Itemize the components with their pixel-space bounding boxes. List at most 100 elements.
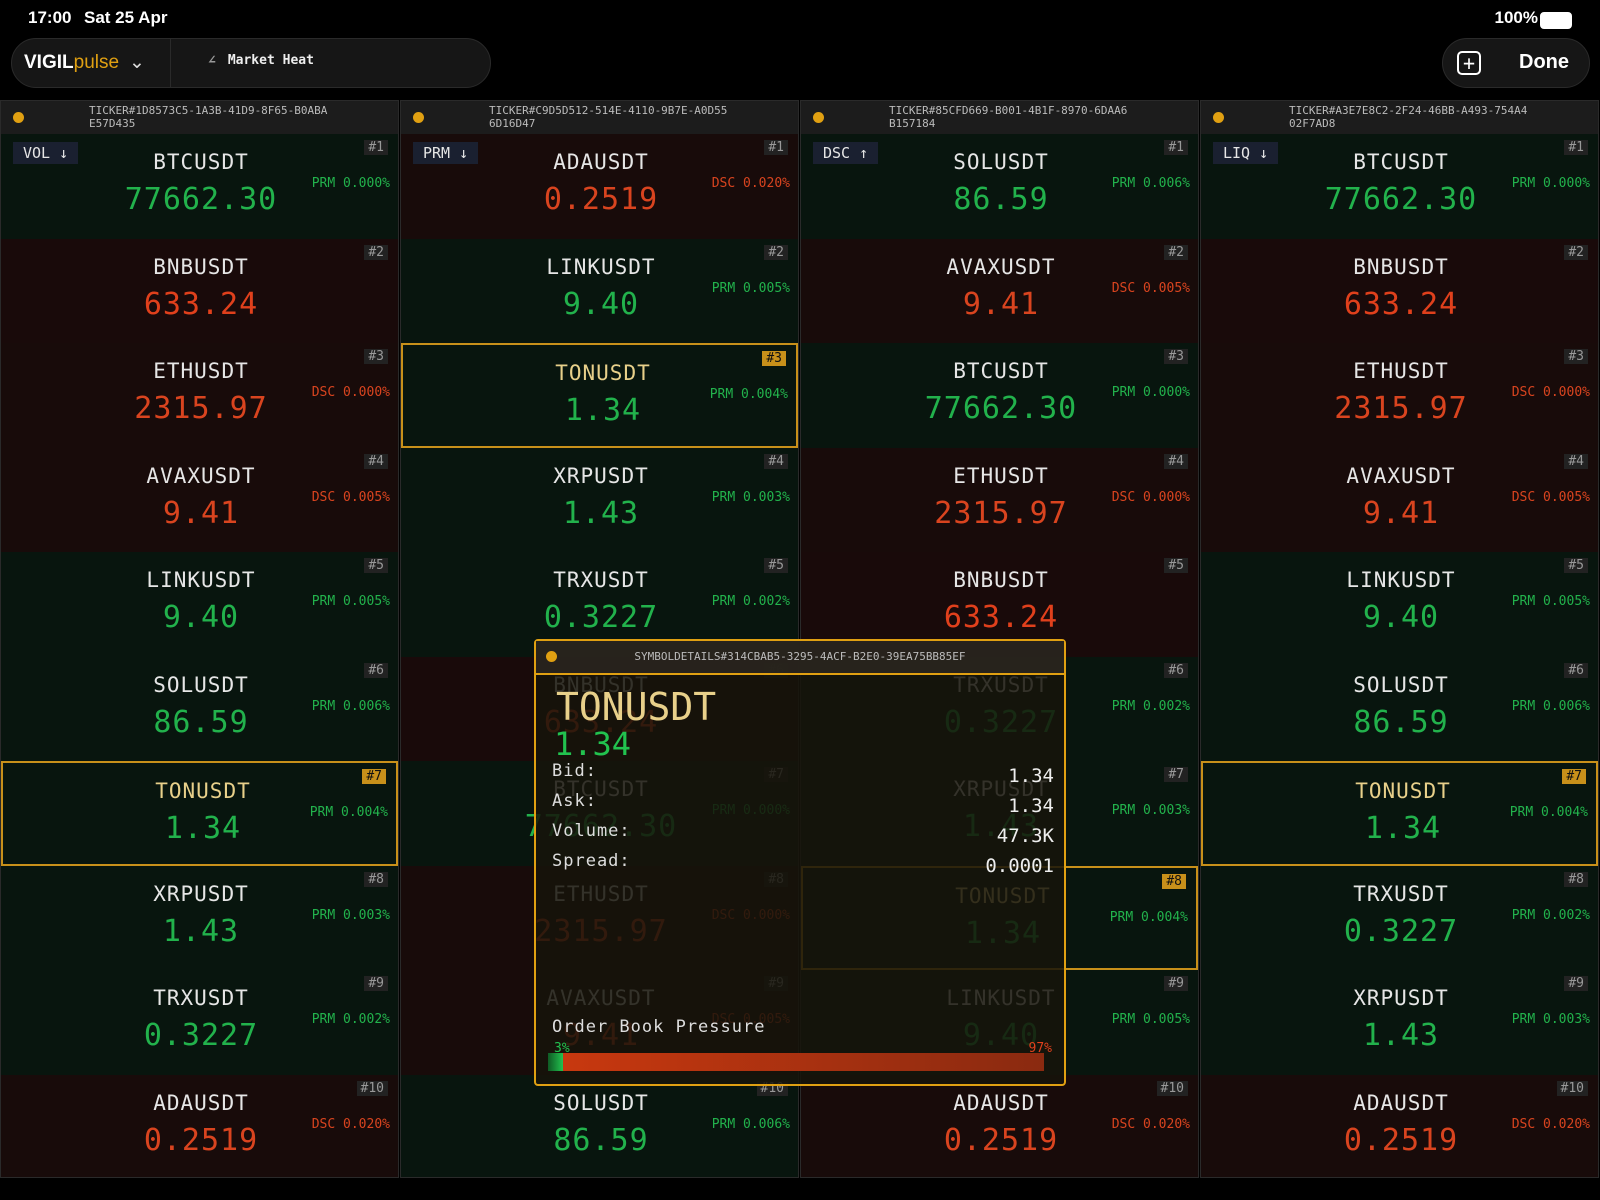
bid-pressure-label: 3%	[554, 1041, 570, 1056]
symbol: TONUSDT	[155, 779, 251, 803]
ticker-row[interactable]: #2 BNBUSDT 633.24	[1201, 238, 1598, 343]
details-symbol: TONUSDT	[556, 685, 717, 729]
details-header: SYMBOLDETAILS#314CBAB5-3295-4ACF-B2E0-39…	[536, 641, 1064, 675]
ticker-row[interactable]: #6 SOLUSDT 86.59 PRM 0.006%	[1201, 656, 1598, 761]
symbol: TRXUSDT	[1353, 881, 1449, 906]
brand[interactable]: VIGILpulse ⌄	[24, 51, 145, 74]
premium-tag: DSC 0.005%	[1111, 280, 1190, 296]
rank: #5	[364, 558, 388, 573]
field-label: Bid:	[552, 761, 597, 781]
view-selector[interactable]: ∠ Market Heat	[208, 53, 314, 68]
symbol: ETHUSDT	[153, 359, 249, 383]
field-value: 1.34	[1008, 795, 1054, 817]
ticker-row[interactable]: #10 SOLUSDT 86.59 PRM 0.006%	[401, 1074, 798, 1177]
rank: #1	[364, 140, 388, 155]
rank: #1	[1564, 140, 1588, 155]
premium-tag: PRM 0.000%	[1111, 385, 1190, 400]
ticker-row[interactable]: #2 BNBUSDT 633.24	[1, 238, 398, 343]
ticker-row[interactable]: #2 LINKUSDT 9.40 PRM 0.005%	[401, 238, 798, 343]
view-name: Market Heat	[227, 53, 314, 68]
ticker-row[interactable]: #9 XRPUSDT 1.43 PRM 0.003%	[1201, 970, 1598, 1075]
rank: #9	[364, 976, 388, 991]
symbol: ETHUSDT	[1353, 359, 1449, 383]
premium-tag: PRM 0.003%	[1511, 1012, 1590, 1027]
rank: #10	[1156, 1080, 1188, 1096]
clock: 17:00	[28, 8, 72, 27]
battery-icon	[1540, 12, 1572, 29]
symbol: TRXUSDT	[153, 986, 249, 1010]
rank: #3	[762, 351, 786, 366]
symbol-details: SYMBOLDETAILS#314CBAB5-3295-4ACF-B2E0-39…	[534, 639, 1066, 1086]
price: 1.34	[1364, 811, 1442, 846]
panel-id: TICKER#1D8573C5-1A3B-41D9-8F65-B0ABAE57D…	[89, 104, 328, 130]
price: 86.59	[1353, 704, 1449, 740]
ask-pressure	[562, 1053, 1044, 1071]
ticker-row[interactable]: VOL ↓ #1 BTCUSDT 77662.30 PRM 0.000%	[1, 134, 398, 239]
ticker-row[interactable]: #4 XRPUSDT 1.43 PRM 0.003%	[401, 447, 798, 552]
ticker-row[interactable]: #5 LINKUSDT 9.40 PRM 0.005%	[1, 552, 398, 657]
ticker-row[interactable]: LIQ ↓ #1 BTCUSDT 77662.30 PRM 0.000%	[1201, 134, 1598, 239]
rank: #7	[1164, 767, 1188, 782]
price: 1.34	[564, 393, 642, 428]
ticker-row[interactable]: #10 ADAUSDT 0.2519 DSC 0.020%	[801, 1074, 1198, 1177]
price: 2315.97	[1334, 391, 1468, 426]
bid-pressure	[548, 1053, 563, 1071]
toolbar: VIGILpulse ⌄ ∠ Market Heat	[11, 38, 491, 88]
sort-button[interactable]: LIQ ↓	[1213, 142, 1279, 164]
premium-tag: PRM 0.004%	[1109, 909, 1188, 925]
rank: #6	[1564, 662, 1588, 678]
premium-tag: DSC 0.000%	[1511, 385, 1590, 400]
symbol: LINKUSDT	[546, 254, 656, 279]
ticker-row[interactable]: #3 BTCUSDT 77662.30 PRM 0.000%	[801, 343, 1198, 448]
ticker-row[interactable]: #3 TONUSDT 1.34 PRM 0.004%	[401, 343, 798, 448]
ticker-row[interactable]: #8 XRPUSDT 1.43 PRM 0.003%	[1, 865, 398, 970]
symbol: TRXUSDT	[553, 568, 649, 592]
ticker-row[interactable]: #9 TRXUSDT 0.3227 PRM 0.002%	[1, 970, 398, 1075]
price: 633.24	[943, 600, 1059, 635]
ticker-row[interactable]: #2 AVAXUSDT 9.41 DSC 0.005%	[801, 238, 1198, 343]
price: 0.3227	[143, 1018, 259, 1053]
panel-header: TICKER#1D8573C5-1A3B-41D9-8F65-B0ABAE57D…	[1, 101, 398, 135]
field-value: 0.0001	[985, 855, 1054, 877]
sort-button[interactable]: PRM ↓	[413, 142, 479, 164]
symbol: SOLUSDT	[953, 150, 1049, 174]
premium-tag: PRM 0.002%	[1111, 698, 1190, 714]
price: 9.41	[962, 286, 1040, 322]
ticker-row[interactable]: #10 ADAUSDT 0.2519 DSC 0.020%	[1, 1074, 398, 1177]
sort-button[interactable]: DSC ↑	[813, 142, 879, 164]
symbol: TONUSDT	[555, 361, 651, 385]
ticker-row[interactable]: #6 SOLUSDT 86.59 PRM 0.006%	[1, 656, 398, 761]
ticker-row[interactable]: #4 AVAXUSDT 9.41 DSC 0.005%	[1201, 447, 1598, 552]
ticker-row[interactable]: PRM ↓ #1 ADAUSDT 0.2519 DSC 0.020%	[401, 134, 798, 239]
date: Sat 25 Apr	[84, 8, 168, 27]
price: 77662.30	[1324, 182, 1478, 217]
details-id: SYMBOLDETAILS#314CBAB5-3295-4ACF-B2E0-39…	[634, 650, 966, 663]
ticker-row[interactable]: #8 TRXUSDT 0.3227 PRM 0.002%	[1201, 865, 1598, 970]
ticker-row[interactable]: #7 TONUSDT 1.34 PRM 0.004%	[1, 761, 398, 866]
ticker-row[interactable]: #4 AVAXUSDT 9.41 DSC 0.005%	[1, 447, 398, 552]
ticker-row[interactable]: #3 ETHUSDT 2315.97 DSC 0.000%	[1201, 343, 1598, 448]
ticker-row[interactable]: #7 TONUSDT 1.34 PRM 0.004%	[1201, 761, 1598, 866]
rank: #7	[1562, 769, 1586, 784]
ticker-row[interactable]: DSC ↑ #1 SOLUSDT 86.59 PRM 0.006%	[801, 134, 1198, 239]
ticker-row[interactable]: #5 LINKUSDT 9.40 PRM 0.005%	[1201, 552, 1598, 657]
ticker-row[interactable]: #10 ADAUSDT 0.2519 DSC 0.020%	[1201, 1074, 1598, 1177]
done-button[interactable]: Done	[1519, 51, 1569, 73]
premium-tag: PRM 0.006%	[711, 1116, 790, 1132]
premium-tag: PRM 0.003%	[711, 489, 790, 505]
price: 1.43	[562, 495, 640, 531]
ticker-row[interactable]: #3 ETHUSDT 2315.97 DSC 0.000%	[1, 343, 398, 448]
rank: #6	[1164, 662, 1188, 678]
sort-button[interactable]: VOL ↓	[13, 142, 79, 164]
ticker-row[interactable]: #4 ETHUSDT 2315.97 DSC 0.000%	[801, 447, 1198, 552]
pressure-bar	[548, 1053, 1044, 1071]
symbol: ADAUSDT	[953, 1090, 1049, 1115]
add-button[interactable]: +	[1457, 51, 1481, 75]
price: 633.24	[1343, 286, 1459, 322]
premium-tag: DSC 0.005%	[1511, 489, 1590, 505]
symbol: SOLUSDT	[153, 672, 249, 697]
premium-tag: PRM 0.004%	[1509, 805, 1588, 820]
symbol: ADAUSDT	[153, 1090, 249, 1115]
divider	[170, 39, 171, 87]
field-label: Spread:	[552, 851, 631, 871]
